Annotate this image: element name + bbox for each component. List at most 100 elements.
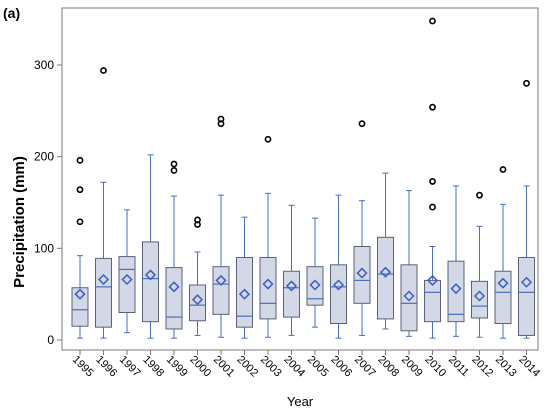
mean-marker <box>309 279 321 291</box>
y-axis: 0 100 200 300 <box>34 58 62 347</box>
box-group <box>118 209 136 334</box>
x-tick-label: 1999 <box>164 354 190 380</box>
y-tick-label: 300 <box>34 58 54 72</box>
iqr-box <box>189 284 206 322</box>
box-group <box>306 217 324 328</box>
box-group <box>212 115 230 338</box>
iqr-box <box>283 270 300 318</box>
box-group <box>377 172 394 330</box>
box-group <box>400 190 418 337</box>
y-axis-title: Precipitation (mm) <box>11 156 28 288</box>
box-group <box>283 204 300 336</box>
box-group <box>353 120 371 336</box>
x-tick-label: 1997 <box>117 354 143 380</box>
outlier-point <box>429 103 436 111</box>
outlier-point <box>499 166 507 173</box>
mean-marker <box>473 290 486 302</box>
outlier-point <box>358 120 366 128</box>
box-group <box>259 135 277 338</box>
mean-marker <box>356 267 368 279</box>
iqr-box <box>400 264 418 332</box>
mean-marker <box>497 277 509 289</box>
x-tick-label: 2009 <box>399 354 425 380</box>
x-tick-label: 1996 <box>93 354 119 380</box>
x-tick-label: 2005 <box>305 354 331 380</box>
boxplot-marks <box>71 17 535 339</box>
outlier-point <box>429 203 436 211</box>
iqr-box <box>424 279 441 323</box>
outlier-point <box>100 67 107 74</box>
x-tick-label: 2010 <box>422 354 448 380</box>
iqr-box <box>165 267 183 330</box>
box-group <box>95 67 112 339</box>
iqr-box <box>518 257 535 336</box>
iqr-box <box>71 287 89 327</box>
mean-marker <box>191 294 204 306</box>
box-group <box>424 17 441 339</box>
outlier-point <box>170 167 178 174</box>
x-tick-label: 1998 <box>140 354 166 380</box>
mean-marker <box>426 274 439 286</box>
x-tick-label: 2014 <box>516 354 542 380</box>
iqr-box <box>330 264 347 325</box>
box-group <box>330 194 347 339</box>
mean-marker <box>97 273 110 286</box>
iqr-box <box>353 246 371 304</box>
outlier-point <box>476 191 483 199</box>
mean-marker <box>215 274 227 286</box>
box-group <box>236 216 253 339</box>
iqr-box <box>306 266 324 306</box>
iqr-box <box>95 257 112 328</box>
x-tick-label: 2013 <box>493 354 519 380</box>
plot-frame <box>61 7 539 351</box>
outlier-point <box>76 186 84 194</box>
box-group <box>142 154 159 339</box>
outlier-point <box>76 218 84 226</box>
iqr-box <box>212 266 230 315</box>
mean-marker <box>238 288 251 300</box>
iqr-box <box>377 236 394 320</box>
x-tick-label: 2007 <box>352 354 378 380</box>
y-tick-label: 100 <box>34 241 54 255</box>
outlier-point <box>194 216 201 224</box>
mean-marker <box>285 280 298 292</box>
box-group <box>71 156 89 339</box>
y-tick-label: 0 <box>47 333 54 347</box>
x-tick-label: 2001 <box>211 354 237 380</box>
mean-marker <box>450 283 462 295</box>
mean-marker <box>74 288 86 300</box>
mean-marker <box>403 290 415 302</box>
box-group <box>189 216 206 336</box>
x-tick-label: 2002 <box>234 354 260 380</box>
x-tick-label: 2012 <box>469 354 495 380</box>
box-group <box>518 79 535 339</box>
outlier-point <box>429 17 436 25</box>
mean-marker <box>379 266 392 278</box>
x-axis-title: Year <box>287 394 314 409</box>
outlier-point <box>523 79 530 87</box>
x-tick-label: 1995 <box>70 354 96 380</box>
x-axis: 1995199619971998199920002001200220032004… <box>70 350 542 379</box>
iqr-box <box>142 241 159 323</box>
x-tick-label: 2000 <box>187 354 213 380</box>
mean-marker <box>121 273 133 286</box>
box-group <box>447 185 465 337</box>
box-group <box>165 160 183 339</box>
iqr-box <box>447 260 465 323</box>
outlier-point <box>170 160 178 168</box>
box-group <box>494 166 512 339</box>
panel-label: (a) <box>3 5 20 21</box>
x-tick-label: 2003 <box>258 354 284 380</box>
mean-marker <box>262 278 274 290</box>
mean-marker <box>144 269 157 281</box>
mean-marker <box>332 279 345 291</box>
mean-marker <box>168 281 180 293</box>
outlier-point <box>264 135 272 143</box>
x-tick-label: 2011 <box>446 354 471 379</box>
mean-marker <box>520 276 533 288</box>
y-tick-label: 200 <box>34 150 54 164</box>
x-tick-label: 2006 <box>328 354 354 380</box>
x-tick-label: 2008 <box>375 354 401 380</box>
x-tick-label: 2004 <box>281 354 307 380</box>
